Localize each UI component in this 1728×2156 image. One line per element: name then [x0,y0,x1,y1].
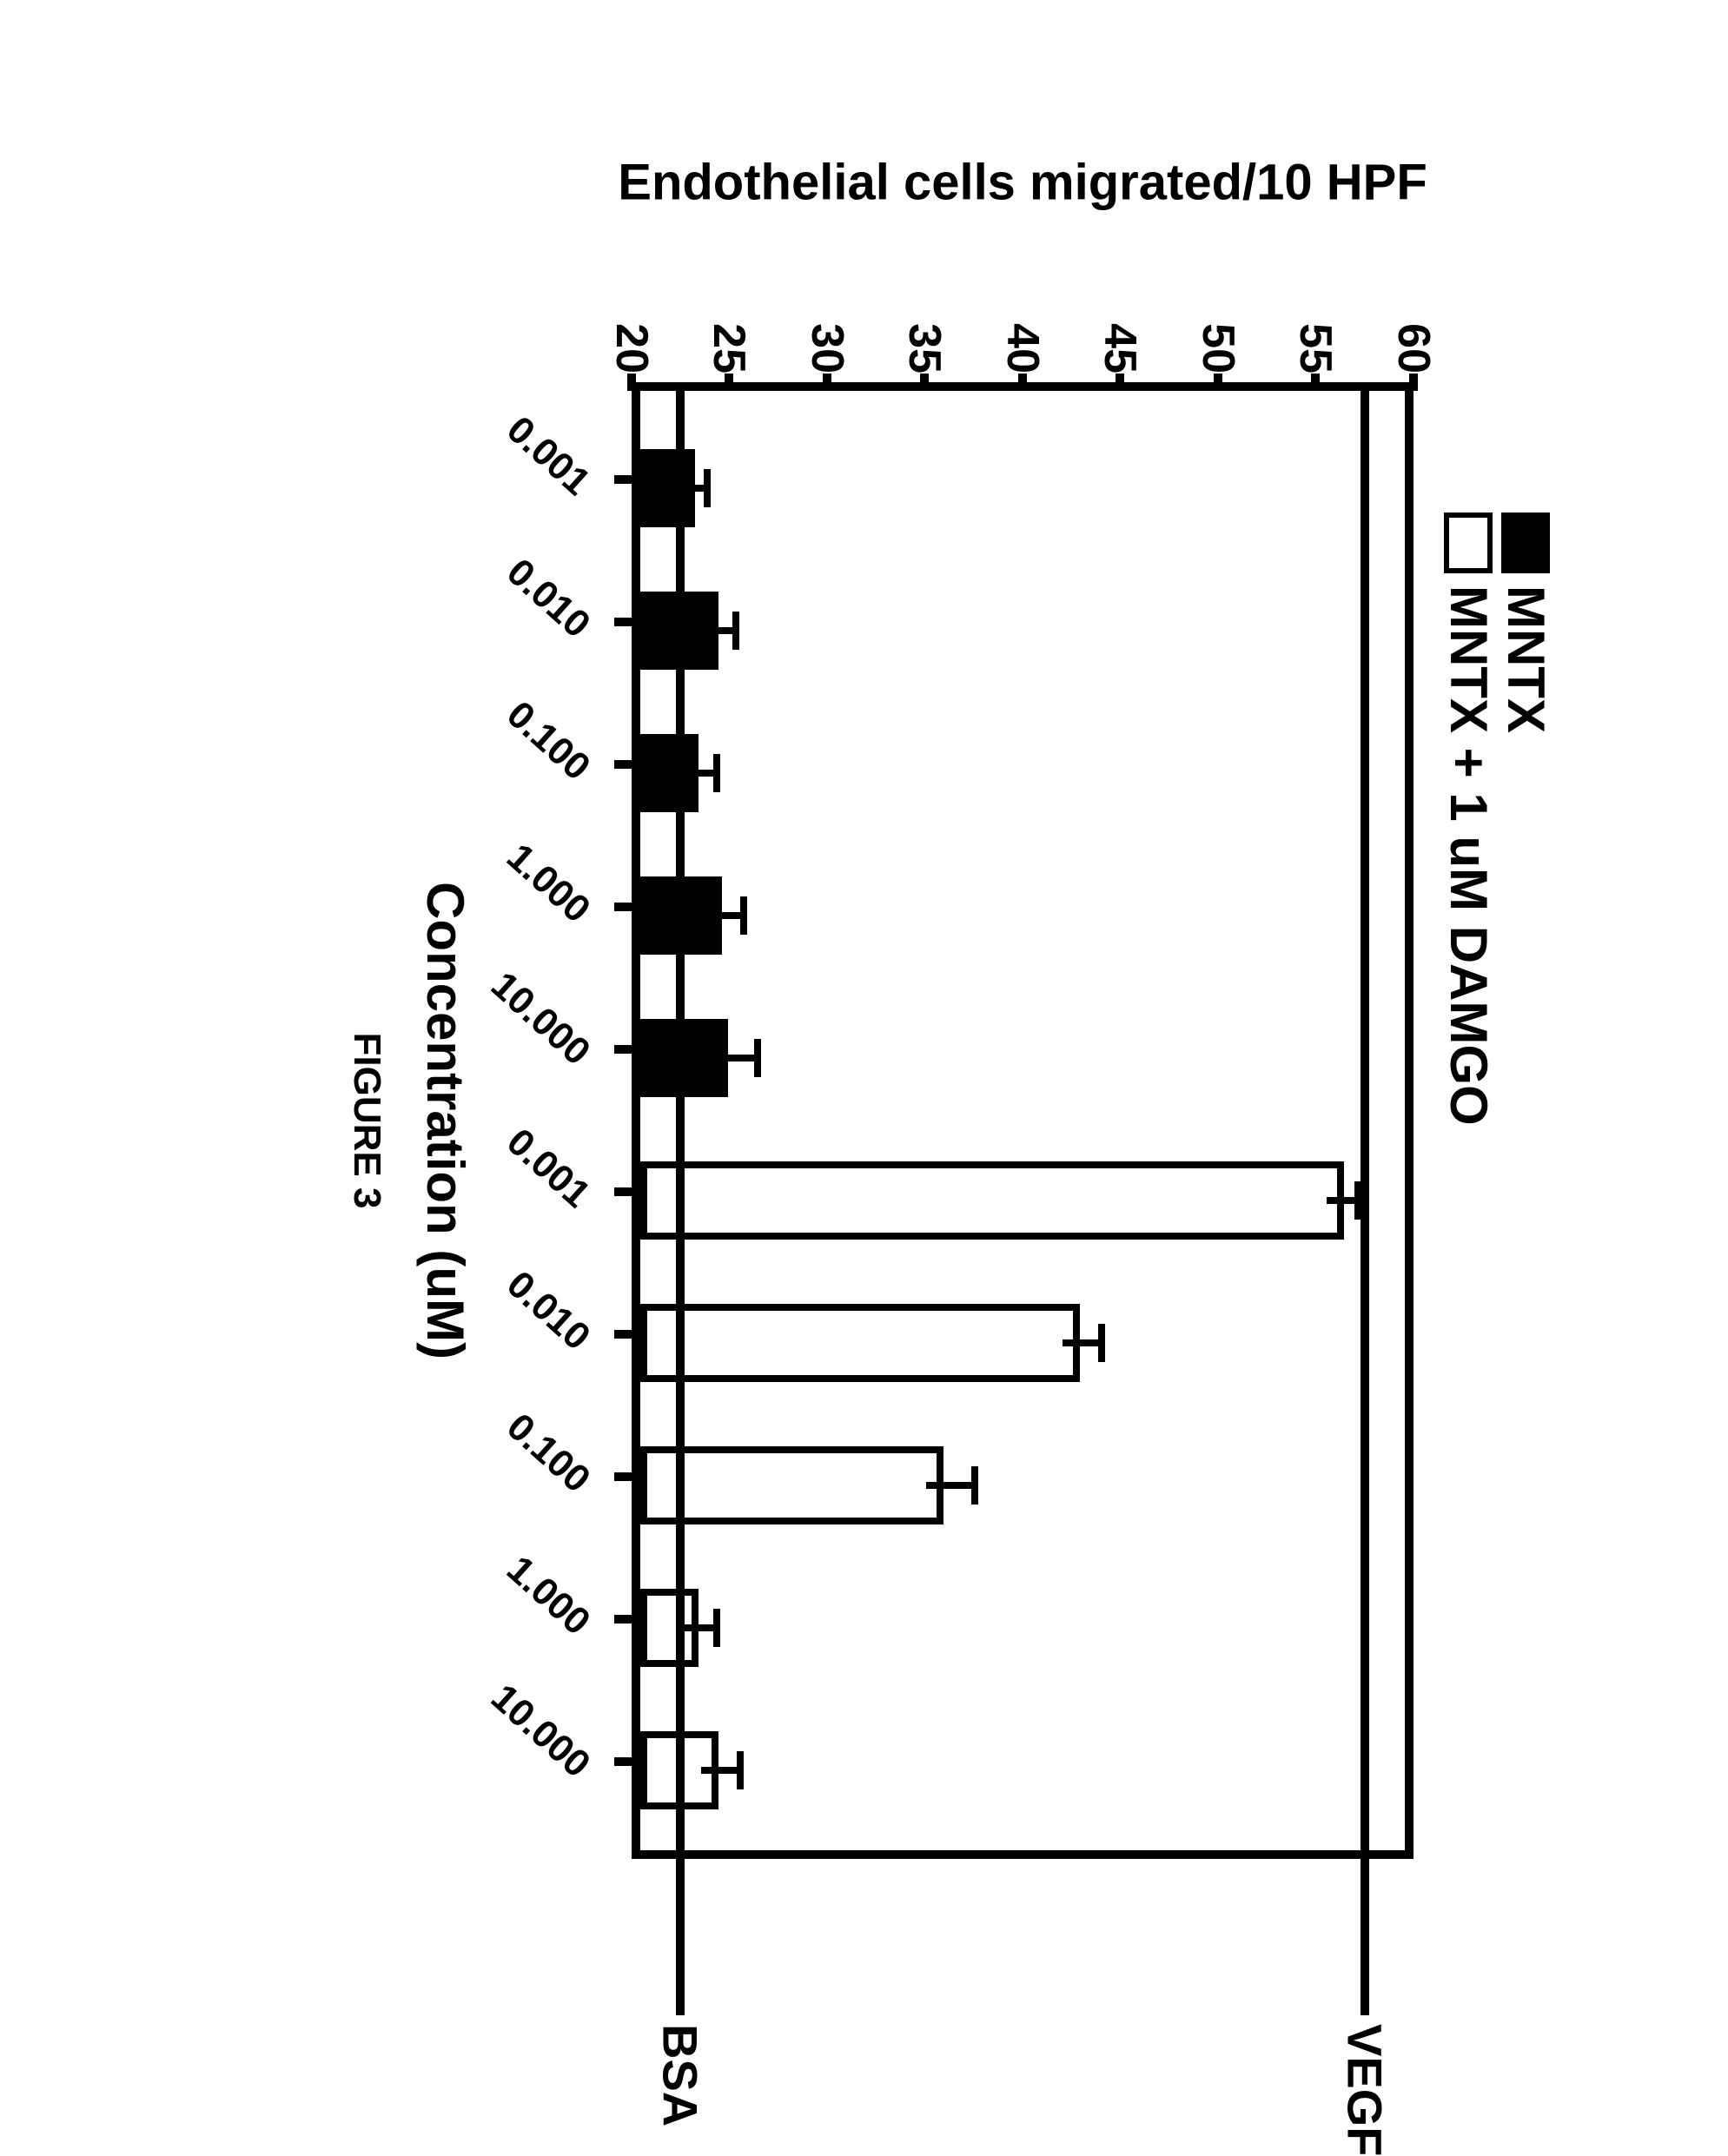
chart-area: Endothelial cells migrated/10 HPF Concen… [371,208,1414,1876]
x-tick-mark [614,903,632,911]
y-tick-mark [823,374,831,391]
x-tick-mark [614,1472,632,1481]
x-tick-label: 10.000 [466,1661,598,1786]
x-tick-mark [614,475,632,484]
y-tick-label: 55 [1290,323,1342,374]
error-bar [926,1482,975,1489]
error-bar [701,627,737,634]
y-tick-label: 35 [899,323,951,374]
y-tick-mark [1312,374,1321,391]
legend: MNTX MNTX + 1 uM DAMGO [1440,513,1554,1876]
y-tick-label: 30 [801,323,853,374]
y-tick-label: 45 [1095,323,1147,374]
x-tick-label: 0.010 [466,521,598,646]
legend-swatch-damgo [1444,513,1493,573]
x-tick-label: 0.001 [466,1091,598,1216]
legend-swatch-mntx [1501,513,1550,573]
y-tick-mark [1116,374,1125,391]
reference-line-label: VEGF [1336,2024,1393,2156]
legend-label: MNTX [1497,585,1554,733]
y-tick-label: 60 [1387,323,1440,374]
bar [640,1304,1080,1382]
y-tick-mark [725,374,734,391]
y-tick-label: 20 [606,323,658,374]
x-tick-mark [614,1757,632,1766]
y-tick-label: 50 [1192,323,1244,374]
bar [640,1161,1344,1240]
x-tick-mark [614,1330,632,1339]
x-tick-mark [614,1615,632,1624]
error-bar [682,770,718,777]
x-tick-label: 0.100 [466,1376,598,1501]
error-bar [1063,1339,1102,1346]
x-tick-mark [614,618,632,626]
error-bar [1327,1197,1358,1204]
error-bar [682,1624,718,1631]
y-tick-mark [627,374,636,391]
error-cap [754,1039,761,1077]
rotated-stage: MNTX MNTX + 1 uM DAMGO Endothelial cells… [0,0,1728,2087]
figure-caption: FIGURE 3 [345,382,388,1859]
error-bar [711,1055,758,1061]
x-tick-label: 0.001 [466,379,598,504]
x-tick-mark [614,760,632,769]
y-tick-label: 40 [996,323,1049,374]
x-tick-label: 0.100 [466,664,598,789]
y-tick-mark [1018,374,1027,391]
error-cap [733,612,740,650]
x-tick-label: 10.000 [466,949,598,1074]
x-tick-label: 1.000 [466,1518,598,1643]
x-tick-label: 1.000 [466,806,598,931]
y-tick-label: 25 [704,323,756,374]
error-cap [713,1609,720,1647]
y-axis-label: Endothelial cells migrated/10 HPF [618,154,1427,212]
legend-item-damgo: MNTX + 1 uM DAMGO [1440,513,1497,1876]
y-tick-mark [1409,374,1418,391]
y-tick-mark [921,374,930,391]
reference-line [1361,382,1369,2015]
x-tick-mark [614,1187,632,1196]
error-cap [704,469,711,507]
reference-line-label: BSA [652,2024,709,2126]
y-tick-mark [1214,374,1222,391]
error-bar [705,912,745,919]
legend-item-mntx: MNTX [1497,513,1554,1876]
chart-container: MNTX MNTX + 1 uM DAMGO Endothelial cells… [371,208,1554,1876]
error-cap [737,1751,744,1789]
plot-area [632,382,1414,1859]
error-cap [713,754,720,792]
error-cap [971,1466,978,1505]
error-cap [741,896,748,935]
x-axis-label: Concentration (uM) [415,382,475,1859]
bar [640,1446,943,1524]
error-cap [1098,1324,1105,1362]
x-tick-label: 0.010 [466,1233,598,1359]
legend-label: MNTX + 1 uM DAMGO [1440,585,1497,1126]
x-tick-mark [614,1045,632,1054]
reference-line [676,382,685,2015]
error-bar [701,1767,740,1774]
